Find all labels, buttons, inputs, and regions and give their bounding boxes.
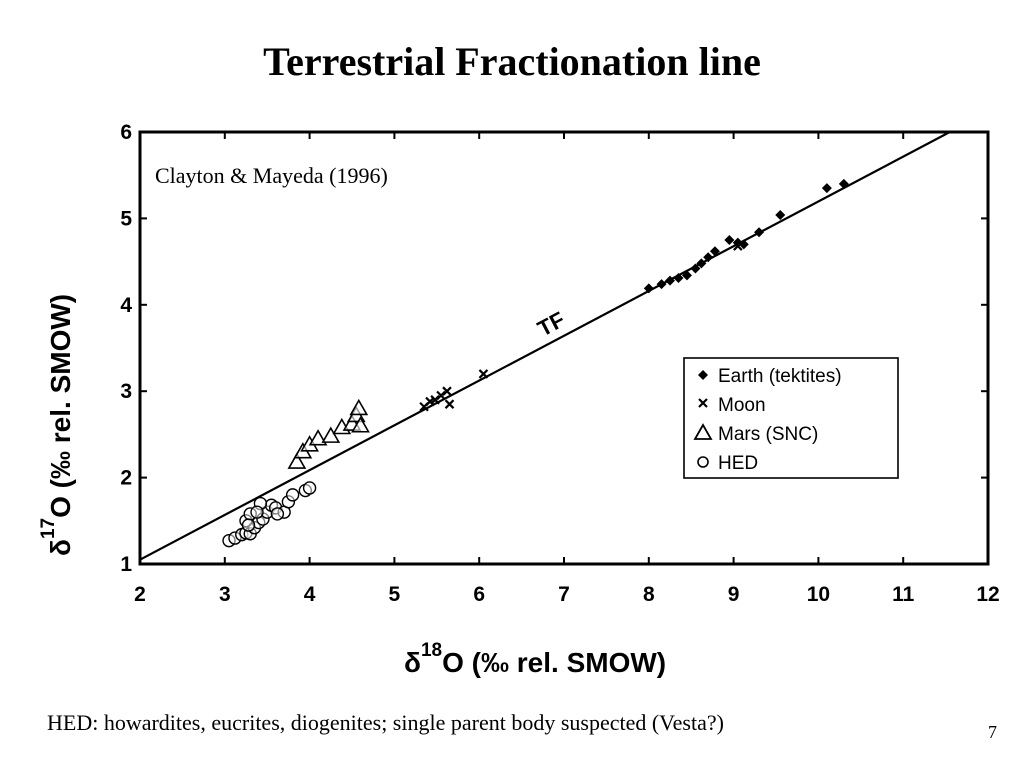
x-tick-label: 9 (728, 583, 740, 606)
data-point-x (436, 390, 446, 401)
y-axis-label-superscript: 17 (38, 518, 59, 539)
x-tick-label: 10 (807, 583, 830, 606)
page-number: 7 (988, 722, 997, 742)
y-axis-label: δ17O (‰ rel. SMOW) (38, 294, 76, 556)
data-point-x (733, 241, 743, 251)
tf-reference-line (139, 131, 951, 561)
data-point-circle (250, 505, 264, 519)
footnote: HED: howardites, eucrites, diogenites; s… (47, 710, 724, 735)
x-axis-label-superscript: 18 (421, 640, 442, 661)
y-axis-label-delta: δ (45, 539, 76, 556)
x-tick-label: 4 (304, 583, 316, 606)
data-point-diamond (754, 227, 765, 238)
data-point-triangle (321, 426, 341, 443)
y-tick-label: 1 (120, 553, 132, 576)
data-point-triangle (287, 452, 307, 469)
data-point-triangle (351, 416, 370, 433)
x-tick-label: 8 (643, 583, 655, 606)
legend-label-mars: Mars (SNC) (718, 424, 818, 445)
y-axis-label-text: O (‰ rel. SMOW) (45, 294, 76, 518)
data-point-diamond (709, 246, 720, 257)
data-point-x (430, 395, 440, 405)
legend-box (683, 357, 899, 479)
y-tick-label: 5 (120, 207, 132, 230)
data-point-x (478, 369, 489, 379)
data-point-diamond (821, 183, 832, 194)
legend-label-hed: HED (718, 453, 758, 474)
data-point-diamond (681, 270, 692, 281)
x-axis-label: δ18O (‰ rel. SMOW) (404, 640, 666, 678)
data-points (222, 178, 849, 548)
data-point-diamond (673, 273, 684, 284)
x-tick-label: 11 (892, 583, 915, 606)
legend-label-earth: Earth (tektites) (718, 366, 842, 387)
data-point-diamond (696, 258, 707, 269)
data-point-diamond (775, 209, 786, 220)
data-point-circle (285, 488, 300, 502)
citation-annotation: Clayton & Mayeda (1996) (155, 163, 388, 188)
x-tick-label: 3 (219, 583, 231, 606)
x-tick-label: 5 (389, 583, 401, 606)
legend: Earth (tektites) Moon Mars (SNC) HED (683, 357, 899, 479)
legend-label-moon: Moon (718, 395, 766, 416)
x-axis-label-delta: δ (404, 647, 421, 678)
data-point-diamond (724, 235, 735, 245)
legend-x-icon (698, 398, 708, 408)
data-point-triangle (349, 398, 369, 416)
x-tick-label: 6 (473, 583, 485, 606)
data-point-diamond (665, 275, 675, 286)
x-tick-label: 12 (976, 583, 999, 606)
legend-diamond-icon (698, 370, 708, 380)
y-axis-ticks: 1 2 3 4 5 6 (120, 121, 988, 576)
x-axis-ticks: 2 3 4 5 6 7 8 9 10 11 12 (134, 132, 1000, 606)
data-point-circle (302, 481, 317, 495)
legend-triangle-icon (693, 423, 713, 440)
data-point-diamond (838, 178, 849, 189)
data-point-x (442, 386, 452, 396)
y-tick-label: 3 (120, 380, 132, 403)
x-axis-label-text: O (‰ rel. SMOW) (442, 647, 666, 678)
data-point-circle (241, 518, 256, 532)
data-point-diamond (690, 263, 701, 274)
plot-frame (138, 130, 990, 566)
data-point-x (444, 399, 455, 409)
y-tick-label: 6 (120, 121, 132, 144)
legend-circle-icon (697, 456, 709, 468)
x-tick-label: 7 (558, 583, 570, 606)
data-point-circle (270, 507, 285, 521)
data-point-diamond (703, 252, 714, 263)
slide-title: Terrestrial Fractionation line (263, 39, 761, 84)
data-point-triangle (308, 429, 328, 446)
data-point-diamond (656, 279, 667, 290)
y-tick-label: 4 (120, 294, 132, 317)
data-point-diamond (643, 283, 654, 294)
x-tick-label: 2 (134, 583, 146, 606)
y-tick-label: 2 (120, 467, 132, 490)
